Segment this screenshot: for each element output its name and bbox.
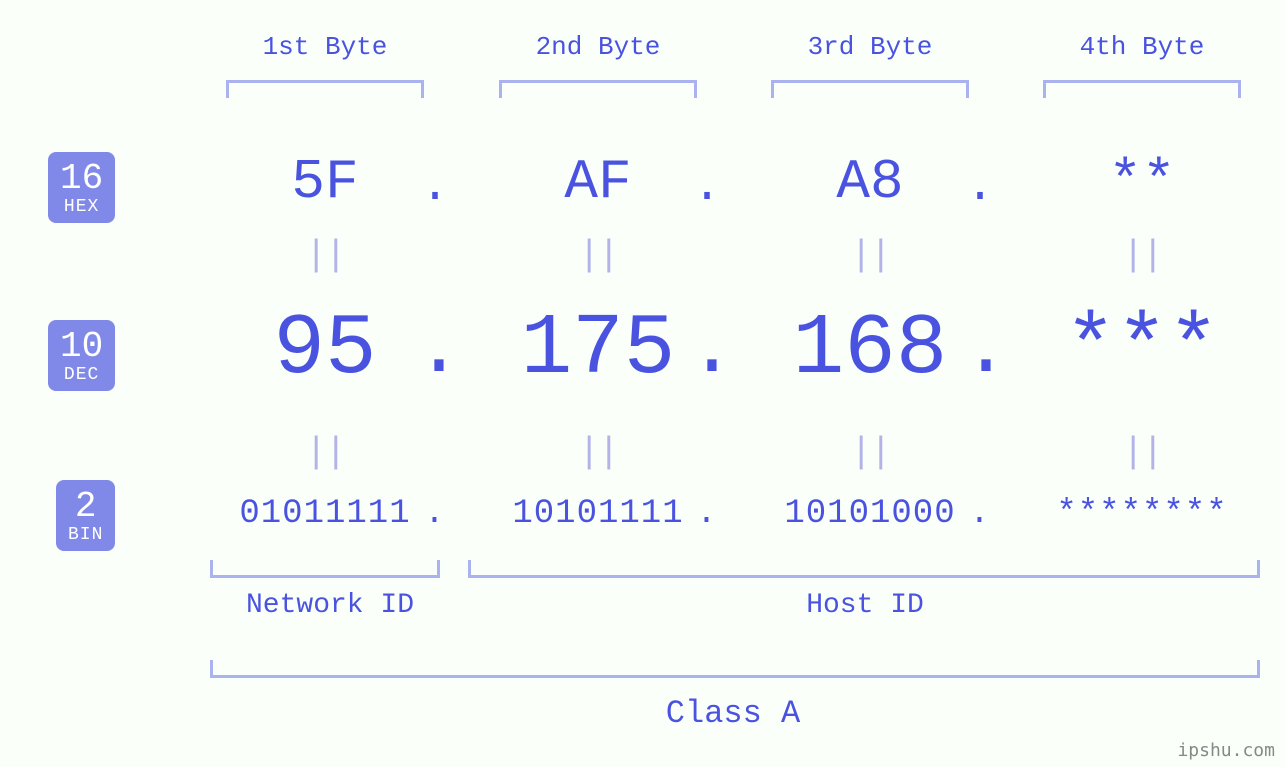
dec-byte-4: *** bbox=[1012, 300, 1272, 398]
eq1-3: || bbox=[740, 235, 1000, 276]
badge-bin-label: BIN bbox=[68, 526, 103, 545]
label-network-id: Network ID bbox=[245, 590, 415, 621]
bin-byte-3: 10101000 bbox=[740, 495, 1000, 533]
hex-byte-4: ** bbox=[1012, 150, 1272, 214]
bin-dot-2: . bbox=[692, 495, 722, 533]
dec-dot-2: . bbox=[688, 305, 718, 396]
hex-byte-3: A8 bbox=[740, 150, 1000, 214]
badge-dec-label: DEC bbox=[60, 366, 103, 385]
bin-dot-1: . bbox=[420, 495, 450, 533]
bin-byte-2: 10101111 bbox=[468, 495, 728, 533]
byte-header-4: 4th Byte bbox=[1012, 32, 1272, 62]
byte-header-2: 2nd Byte bbox=[468, 32, 728, 62]
bin-dot-3: . bbox=[965, 495, 995, 533]
badge-hex-base: 16 bbox=[60, 160, 103, 198]
hex-dot-1: . bbox=[420, 160, 450, 214]
eq2-2: || bbox=[468, 432, 728, 473]
bracket-byte-2 bbox=[499, 80, 697, 98]
badge-dec: 10 DEC bbox=[48, 320, 115, 391]
byte-header-3: 3rd Byte bbox=[740, 32, 1000, 62]
eq1-1: || bbox=[195, 235, 455, 276]
bin-byte-1: 01011111 bbox=[195, 495, 455, 533]
badge-bin: 2 BIN bbox=[56, 480, 115, 551]
badge-dec-base: 10 bbox=[60, 328, 103, 366]
watermark: ipshu.com bbox=[1177, 740, 1275, 761]
byte-header-1: 1st Byte bbox=[195, 32, 455, 62]
bracket-network bbox=[210, 560, 440, 578]
label-host-id: Host ID bbox=[780, 590, 950, 621]
label-class: Class A bbox=[648, 695, 818, 732]
eq2-1: || bbox=[195, 432, 455, 473]
eq2-4: || bbox=[1012, 432, 1272, 473]
eq1-2: || bbox=[468, 235, 728, 276]
badge-bin-base: 2 bbox=[68, 488, 103, 526]
bracket-host bbox=[468, 560, 1260, 578]
dec-dot-1: . bbox=[415, 305, 445, 396]
eq2-3: || bbox=[740, 432, 1000, 473]
badge-hex: 16 HEX bbox=[48, 152, 115, 223]
bracket-byte-3 bbox=[771, 80, 969, 98]
ip-diagram: 16 HEX 10 DEC 2 BIN 1st Byte 2nd Byte 3r… bbox=[0, 0, 1285, 767]
bracket-class bbox=[210, 660, 1260, 678]
hex-byte-1: 5F bbox=[195, 150, 455, 214]
dec-dot-3: . bbox=[962, 305, 992, 396]
dec-byte-3: 168 bbox=[740, 300, 1000, 398]
hex-dot-2: . bbox=[692, 160, 722, 214]
hex-byte-2: AF bbox=[468, 150, 728, 214]
eq1-4: || bbox=[1012, 235, 1272, 276]
badge-hex-label: HEX bbox=[60, 198, 103, 217]
hex-dot-3: . bbox=[965, 160, 995, 214]
bin-byte-4: ******** bbox=[1012, 495, 1272, 533]
bracket-byte-1 bbox=[226, 80, 424, 98]
bracket-byte-4 bbox=[1043, 80, 1241, 98]
